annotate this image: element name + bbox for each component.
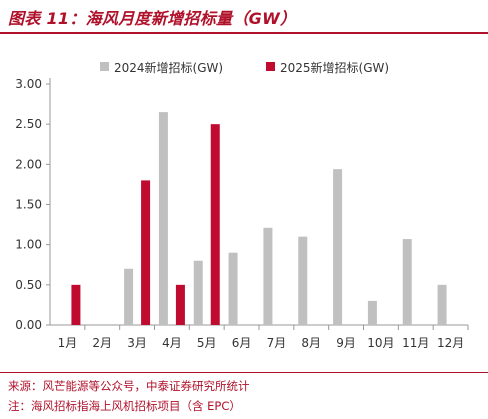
y-tick-label: 0.00 <box>15 318 42 332</box>
x-tick-label: 9月 <box>336 336 356 350</box>
bar-2024-6 <box>228 252 238 325</box>
legend-label-2024: 2024新增招标(GW) <box>114 60 223 75</box>
footer-divider <box>0 372 488 373</box>
bar-2024-5 <box>193 260 203 325</box>
legend-swatch-2025 <box>266 62 275 71</box>
y-tick-label: 2.00 <box>15 157 42 171</box>
x-tick-label: 4月 <box>162 336 182 350</box>
y-tick-label: 3.00 <box>15 77 42 91</box>
bar-2024-4 <box>158 112 168 325</box>
remark-note: 注：海风招标指海上风机招标项目（含 EPC） <box>8 399 241 413</box>
y-tick-label: 1.50 <box>15 198 42 212</box>
y-tick-label: 1.00 <box>15 238 42 252</box>
bar-2024-11 <box>402 239 412 325</box>
x-tick-label: 10月 <box>367 336 394 350</box>
bar-2025-1 <box>71 284 81 325</box>
x-tick-label: 11月 <box>402 336 429 350</box>
bar-chart: 0.00 0.50 1.00 1.50 2.00 2.50 3.00 1月 2月 3月 4月 5月 6月… <box>15 60 469 350</box>
x-tick-label: 8月 <box>301 336 321 350</box>
y-tick-label: 0.50 <box>15 278 42 292</box>
bar-2024-3 <box>124 268 134 325</box>
x-tick-label: 5月 <box>197 336 217 350</box>
bar-2024-12 <box>437 284 447 325</box>
bar-2024-7 <box>263 227 273 325</box>
y-tick-label: 2.50 <box>15 117 42 131</box>
source-note: 来源：风芒能源等公众号，中泰证券研究所统计 <box>8 379 250 393</box>
x-tick-label: 12月 <box>437 336 464 350</box>
bar-2024-9 <box>333 169 343 325</box>
x-tick-label: 1月 <box>58 336 78 350</box>
bar-2025-5 <box>210 124 220 326</box>
x-tick-label: 3月 <box>127 336 147 350</box>
bar-2025-3 <box>141 180 151 325</box>
bar-2024-8 <box>298 236 308 325</box>
x-tick-label: 2月 <box>92 336 112 350</box>
legend-label-2025: 2025新增招标(GW) <box>280 60 389 75</box>
bar-2024-10 <box>367 300 377 325</box>
x-tick-label: 6月 <box>232 336 252 350</box>
legend-swatch-2024 <box>100 62 109 71</box>
x-tick-label: 7月 <box>267 336 287 350</box>
bar-2025-4 <box>175 284 185 325</box>
title-divider <box>0 32 488 34</box>
figure-title: 图表 11：海风月度新增招标量（GW） <box>8 9 297 28</box>
